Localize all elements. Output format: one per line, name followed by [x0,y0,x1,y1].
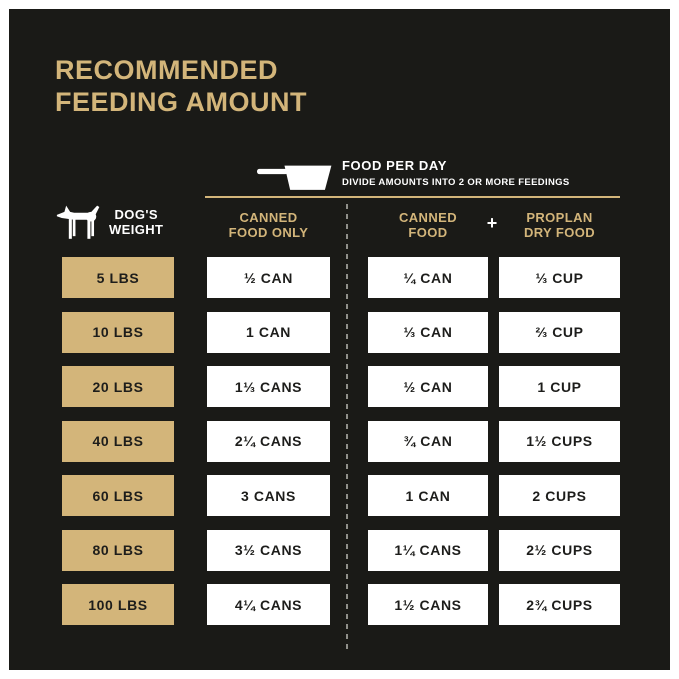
canned-cell: ¾ CAN [368,420,488,462]
food-per-day-text: FOOD PER DAY DIVIDE AMOUNTS INTO 2 OR MO… [342,158,570,188]
dry-cell: 1½ CUPS [499,420,620,462]
dry-cell: 2¾ CUPS [499,584,620,625]
column-divider-dashed [346,204,348,652]
food-per-day-title: FOOD PER DAY [342,158,447,173]
dry-cell: 2 CUPS [499,475,620,516]
table-row: 100 LBS 4¼ CANS 1½ CANS 2¾ CUPS [0,584,679,625]
weight-cell: 100 LBS [62,584,174,625]
dogs-weight-header: DOG'S WEIGHT [56,202,178,242]
canned-only-cell: 2¼ CANS [207,420,330,462]
weight-cell: 40 LBS [62,420,174,462]
weight-cell: 80 LBS [62,529,174,571]
column-header-canned: CANNED FOOD [398,210,457,240]
food-per-day-header: FOOD PER DAY DIVIDE AMOUNTS INTO 2 OR MO… [257,158,570,192]
divider-line [205,196,620,198]
food-per-day-subtitle: DIVIDE AMOUNTS INTO 2 OR MORE FEEDINGS [342,177,570,188]
dry-cell: ⅔ CUP [499,311,620,353]
table-rows: 5 LBS ½ CAN ¼ CAN ⅓ CUP 10 LBS 1 CAN ⅓ C… [0,257,679,639]
table-row: 10 LBS 1 CAN ⅓ CAN ⅔ CUP [0,311,679,353]
canned-cell: ½ CAN [368,366,488,407]
weight-cell: 20 LBS [62,366,174,407]
column-header-canned-only: CANNED FOOD ONLY [228,210,309,240]
dry-cell: ⅓ CUP [499,257,620,298]
canned-only-cell: 3½ CANS [207,529,330,571]
canned-only-cell: 1 CAN [207,311,330,353]
table-row: 60 LBS 3 CANS 1 CAN 2 CUPS [0,475,679,516]
dry-cell: 1 CUP [499,366,620,407]
measuring-cup-icon [257,165,332,190]
weight-cell: 5 LBS [62,257,174,298]
dog-icon [56,205,100,239]
canned-only-cell: 3 CANS [207,475,330,516]
canned-cell: ¼ CAN [368,257,488,298]
table-row: 20 LBS 1⅓ CANS ½ CAN 1 CUP [0,366,679,407]
canned-only-cell: ½ CAN [207,257,330,298]
canned-cell: 1 CAN [368,475,488,516]
table-row: 80 LBS 3½ CANS 1¼ CANS 2½ CUPS [0,529,679,571]
canned-cell: ⅓ CAN [368,311,488,353]
weight-cell: 10 LBS [62,311,174,353]
plus-sign: + [486,213,498,233]
weight-cell: 60 LBS [62,475,174,516]
canned-only-cell: 4¼ CANS [207,584,330,625]
canned-only-cell: 1⅓ CANS [207,366,330,407]
dogs-weight-label: DOG'S WEIGHT [109,207,164,237]
canned-cell: 1¼ CANS [368,529,488,571]
dry-cell: 2½ CUPS [499,529,620,571]
table-row: 40 LBS 2¼ CANS ¾ CAN 1½ CUPS [0,420,679,462]
table-row: 5 LBS ½ CAN ¼ CAN ⅓ CUP [0,257,679,298]
column-header-dry: PROPLAN DRY FOOD [523,210,596,240]
canned-cell: 1½ CANS [368,584,488,625]
page-title: RECOMMENDED FEEDING AMOUNT [55,55,307,117]
